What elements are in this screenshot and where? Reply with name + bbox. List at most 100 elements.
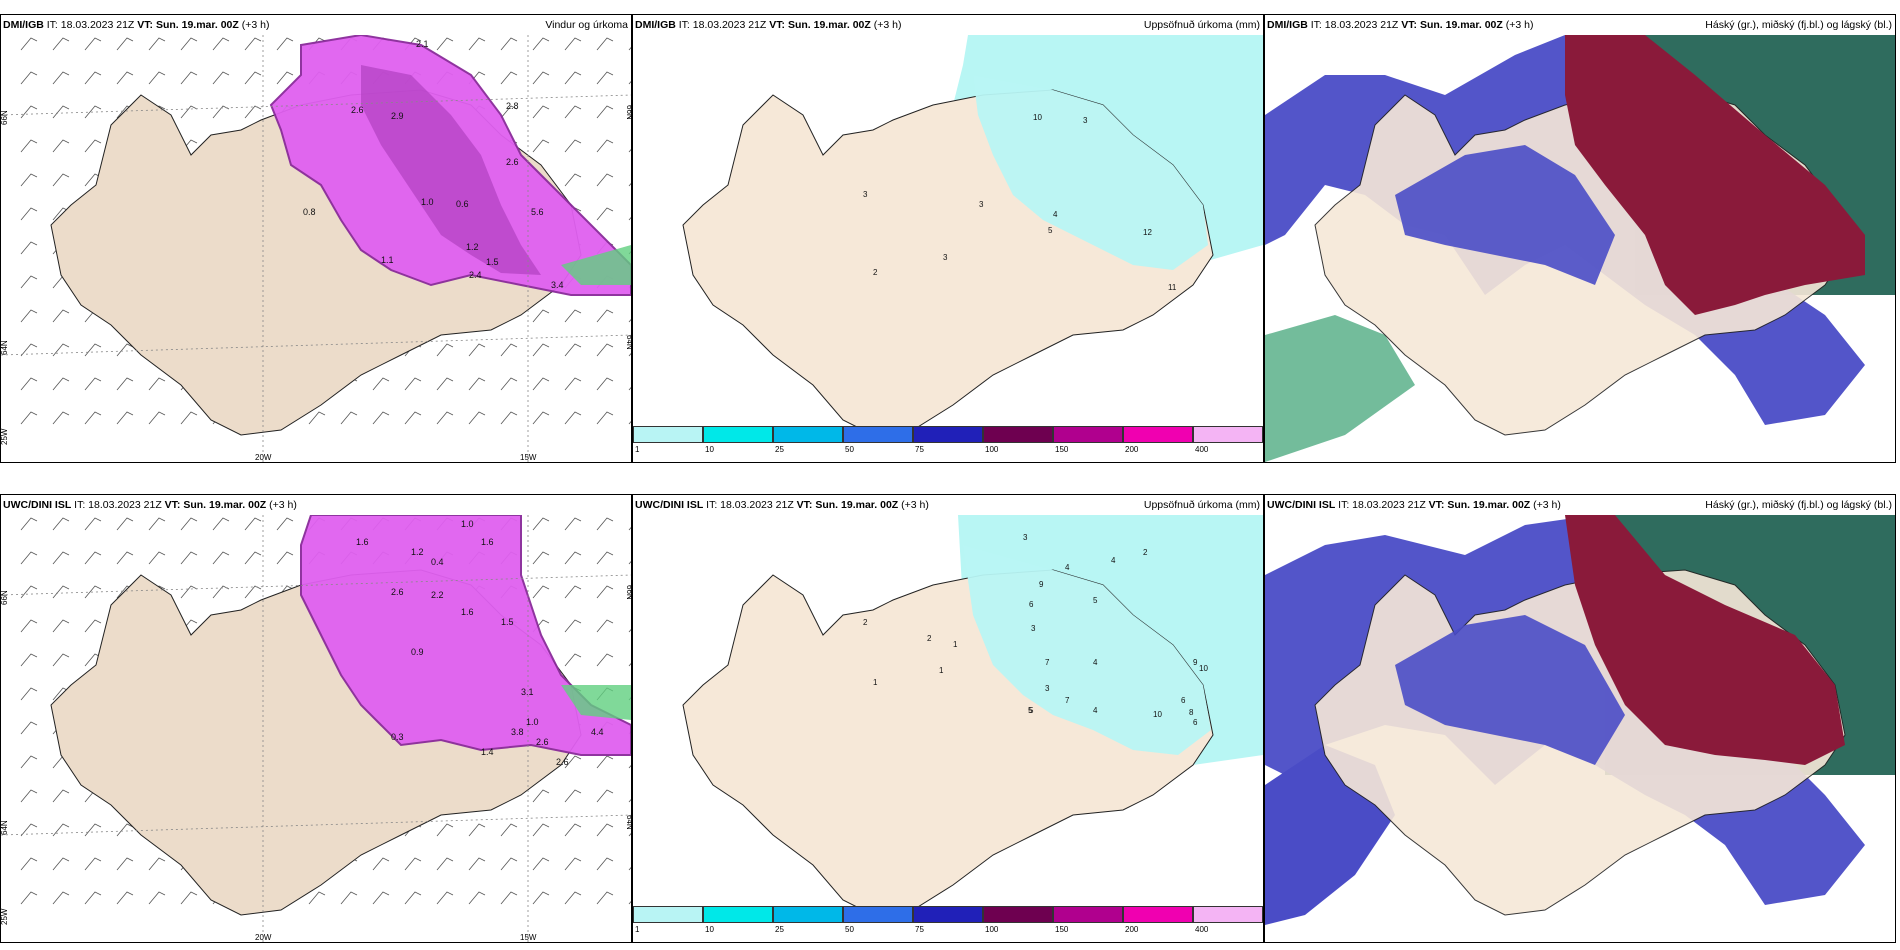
wind-barb [180, 71, 198, 85]
wind-barb [372, 411, 390, 425]
valid-time: Sun. 19.mar. 00Z [787, 19, 871, 31]
model-name: UWC/DINI ISL [3, 499, 72, 511]
wind-barb [20, 551, 38, 565]
wind-barb [84, 619, 102, 633]
wind-barb [532, 139, 550, 153]
cloud-high-area [1565, 515, 1845, 765]
wind-barb [628, 420, 631, 425]
colorbar: 1 10 25 50 75 100 150 200 400 [633, 426, 1263, 456]
value-label: 6 [1181, 696, 1186, 705]
wind-barb [244, 551, 262, 565]
valid-label: VT: [1401, 19, 1418, 31]
wind-barb [500, 37, 518, 51]
wind-barb [500, 105, 518, 119]
wind-barb [52, 891, 70, 905]
wind-barb [596, 173, 614, 187]
wind-barb [564, 71, 582, 85]
wind-barb [84, 411, 102, 425]
wind-barb [564, 343, 582, 357]
wind-barb [564, 551, 582, 565]
accum-cyan-over [973, 75, 1208, 270]
value-label: 3 [1045, 684, 1050, 693]
valid-time: Sun. 19.mar. 00Z [815, 499, 899, 511]
value-label: 12 [1143, 228, 1152, 237]
value-label: 10 [1033, 113, 1042, 122]
colorbar-segment [1193, 906, 1263, 923]
value-label: 1.0 [526, 717, 539, 727]
wind-barb [500, 891, 518, 905]
precip-green [561, 245, 631, 285]
init-time: IT: 18.03.2023 21Z [46, 19, 135, 31]
wind-barb [564, 37, 582, 51]
wind-barb [564, 789, 582, 803]
wind-barb [20, 891, 38, 905]
wind-barb [52, 789, 70, 803]
wind-barb [212, 551, 230, 565]
init-time: IT: 18.03.2023 21Z [678, 19, 767, 31]
cloud-cover-map [1265, 35, 1895, 462]
colorbar-tick-label: 400 [1195, 445, 1209, 454]
value-label: 1.6 [356, 537, 369, 547]
cloud-green-west [1265, 315, 1415, 462]
value-label: 1.6 [461, 607, 474, 617]
value-label: 1.5 [501, 617, 514, 627]
wind-barb [20, 309, 38, 323]
wind-barb [20, 377, 38, 391]
wind-barb [596, 309, 614, 323]
wind-barb [20, 687, 38, 701]
wind-barb [116, 551, 134, 565]
wind-barb [628, 148, 631, 153]
value-label: 2.8 [506, 101, 519, 111]
wind-barb [596, 37, 614, 51]
colorbar-tick-label: 1 [635, 925, 640, 934]
wind-barb [52, 517, 70, 531]
model-name: DMI/IGB [3, 19, 44, 31]
lead-time: (+3 h) [1533, 499, 1561, 511]
panel-cloud-bottom: UWC/DINI ISL IT: 18.03.2023 21Z VT: Sun.… [1264, 494, 1896, 943]
value-label: 10 [1199, 664, 1208, 673]
value-label: 2.2 [431, 590, 444, 600]
wind-barb [596, 789, 614, 803]
value-label: 5 [1028, 706, 1033, 715]
lon-label-20w: 20W [255, 933, 272, 942]
value-label: 1.0 [421, 197, 434, 207]
colorbar-tick-label: 100 [985, 925, 999, 934]
wind-barb [628, 764, 631, 769]
wind-barb [84, 105, 102, 119]
wind-barb [500, 823, 518, 837]
value-label: 5 [1029, 706, 1034, 715]
value-label: 2.6 [351, 105, 364, 115]
wind-barb [532, 105, 550, 119]
wind-barb [20, 139, 38, 153]
lat-label-66n-right: 66N [625, 585, 631, 600]
wind-barb [596, 71, 614, 85]
colorbar-segment [843, 906, 913, 923]
cloud-mid-over [1395, 615, 1625, 765]
lon-label-25w: 25W [1, 428, 9, 445]
wind-barb [276, 37, 294, 51]
value-label: 0.4 [431, 557, 444, 567]
colorbar-tick-label: 75 [915, 445, 924, 454]
wind-barb [244, 517, 262, 531]
wind-barb [404, 377, 422, 391]
cloud-cover-map [1265, 515, 1895, 925]
value-label: 2.6 [506, 157, 519, 167]
grid-lines [1, 35, 631, 462]
wind-barb [20, 241, 38, 255]
value-label: 1 [939, 666, 944, 675]
wind-barb [116, 343, 134, 357]
valid-label: VT: [769, 19, 786, 31]
value-label: 4 [1065, 563, 1070, 572]
colorbar: 1 10 25 50 75 100 150 200 400 [633, 906, 1263, 936]
wind-barb [148, 377, 166, 391]
wind-barb [116, 411, 134, 425]
wind-barb [52, 37, 70, 51]
wind-barb [628, 216, 631, 221]
wind-barb [20, 585, 38, 599]
wind-barb [52, 619, 70, 633]
precip-core [361, 65, 541, 275]
lat-label-64n: 64N [1, 340, 9, 355]
wind-barb [20, 857, 38, 871]
wind-precip-map: 2.1 2.6 2.9 2.8 2.6 1.0 0.6 1.2 1.5 5.6 2.4 3.4 1.1 0… [1, 35, 631, 462]
colorbar-tick-label: 50 [845, 445, 854, 454]
